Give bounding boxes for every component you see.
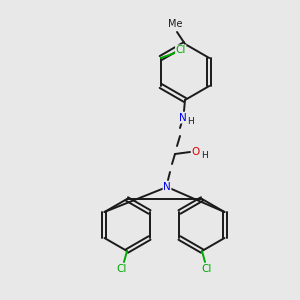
- Text: Cl: Cl: [176, 45, 186, 55]
- Text: Cl: Cl: [117, 264, 127, 274]
- Text: Me: Me: [168, 19, 182, 29]
- Text: N: N: [179, 113, 187, 123]
- Text: H: H: [188, 118, 194, 127]
- Text: H: H: [201, 152, 207, 160]
- Text: Cl: Cl: [202, 264, 212, 274]
- Text: N: N: [163, 182, 171, 192]
- Text: O: O: [192, 147, 200, 157]
